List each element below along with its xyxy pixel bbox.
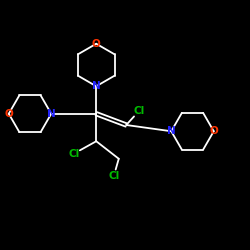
Text: O: O — [210, 126, 218, 136]
Text: O: O — [92, 39, 100, 49]
Text: Cl: Cl — [108, 171, 120, 181]
Text: N: N — [92, 81, 100, 91]
Text: Cl: Cl — [68, 149, 80, 159]
Text: O: O — [4, 109, 13, 119]
Text: N: N — [47, 109, 56, 119]
Text: Cl: Cl — [133, 106, 144, 116]
Text: N: N — [167, 126, 175, 136]
